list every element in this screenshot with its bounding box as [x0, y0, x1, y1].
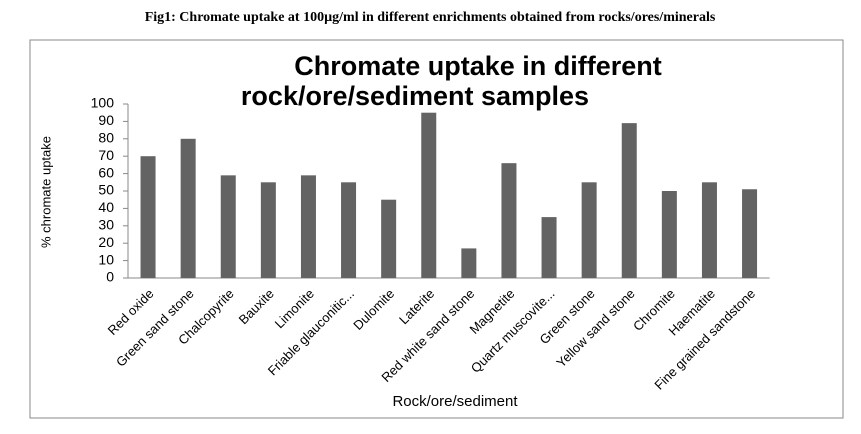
bar	[260, 182, 276, 278]
chart-title: Chromate uptake in different	[294, 51, 662, 81]
y-tick-label: 40	[98, 199, 114, 215]
y-tick-label: 80	[98, 130, 114, 146]
chart-title: rock/ore/sediment samples	[241, 81, 589, 111]
y-tick-label: 100	[91, 95, 115, 111]
y-tick-label: 70	[98, 147, 114, 163]
x-axis-label: Rock/ore/sediment	[392, 393, 518, 410]
bar	[180, 138, 196, 278]
bar	[541, 217, 557, 278]
bar	[341, 182, 357, 278]
bar	[661, 191, 677, 278]
y-tick-label: 20	[98, 234, 114, 250]
bar	[742, 189, 758, 278]
bar	[140, 156, 156, 278]
bar	[461, 248, 477, 278]
bar	[701, 182, 717, 278]
bar	[581, 182, 597, 278]
bar	[501, 163, 517, 278]
bar	[220, 175, 236, 278]
y-tick-label: 90	[98, 112, 114, 128]
figure-caption: Fig1: Chromate uptake at 100µg/ml in dif…	[145, 10, 716, 25]
y-tick-label: 30	[98, 217, 114, 233]
y-tick-label: 60	[98, 164, 114, 180]
y-tick-label: 0	[106, 269, 114, 285]
y-tick-label: 50	[98, 182, 114, 198]
y-axis-label: % chromate uptake	[38, 136, 53, 248]
bar	[621, 123, 637, 278]
bar	[300, 175, 316, 278]
x-tick-label: Dulomite	[350, 286, 397, 333]
bar	[381, 199, 397, 278]
y-tick-label: 10	[98, 251, 114, 267]
chart-frame	[29, 39, 844, 419]
bar	[421, 112, 437, 278]
